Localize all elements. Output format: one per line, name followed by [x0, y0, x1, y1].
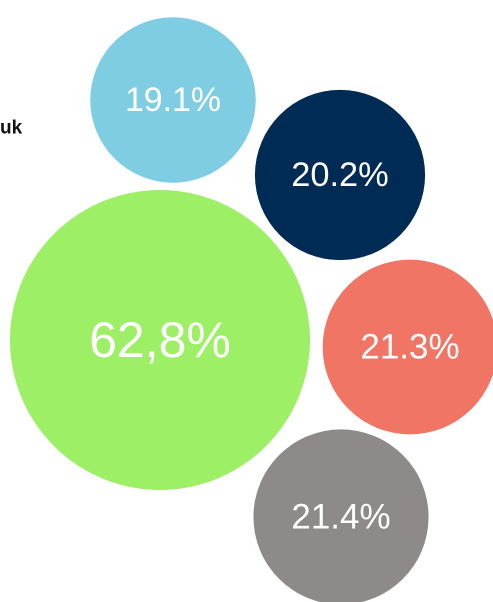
bubble-label: 62,8% [89, 312, 231, 368]
bubble [253, 429, 429, 602]
bubble [9, 189, 311, 491]
bubble-label: 19.1% [125, 81, 221, 119]
bubble [254, 89, 426, 261]
bubble [322, 259, 493, 435]
bubble-label: 21.4% [291, 498, 390, 537]
bubble [90, 17, 256, 183]
annotation: uk [0, 118, 23, 139]
bubble-label: 21.3% [360, 328, 459, 367]
bubble-label: 20.2% [291, 156, 389, 194]
